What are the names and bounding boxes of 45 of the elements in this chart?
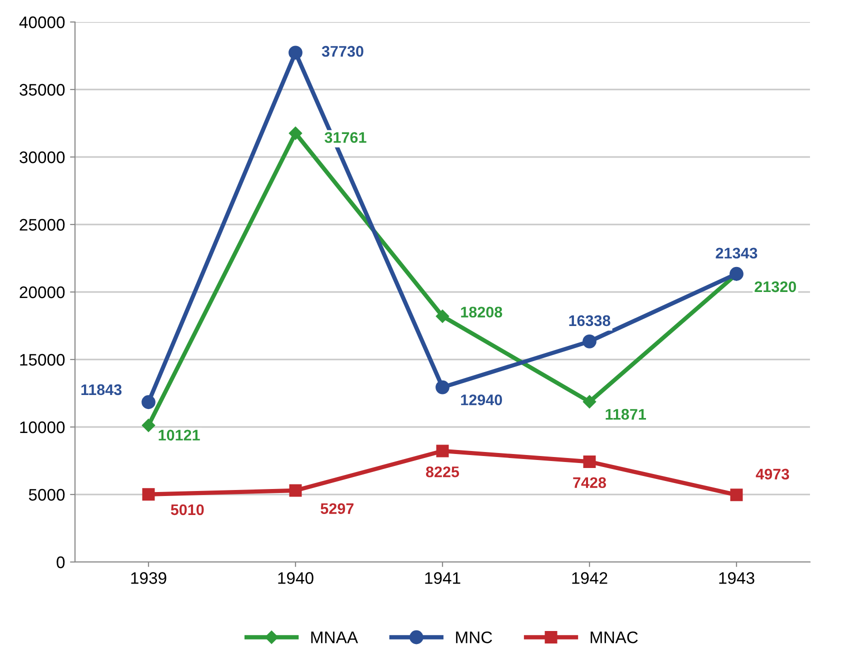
x-tick-label: 1941 — [425, 572, 460, 584]
point — [288, 126, 302, 140]
legend-label: MNC — [456, 631, 492, 644]
y-tick-label: 5000 — [28, 488, 65, 501]
data-label: 37730 — [322, 46, 364, 57]
point — [582, 395, 596, 408]
y-tick-label: 35000 — [20, 84, 65, 96]
point — [583, 455, 596, 468]
y-tick-label: 40000 — [19, 16, 65, 28]
point — [436, 380, 450, 394]
point — [142, 488, 155, 501]
point — [142, 395, 156, 410]
point — [582, 334, 596, 348]
data-label: 4973 — [756, 468, 790, 480]
legend-label: MNAA — [311, 632, 358, 644]
point — [288, 46, 302, 60]
y-tick-label: 20000 — [20, 286, 65, 298]
data-label: 5297 — [320, 503, 354, 514]
data-label: 21343 — [716, 248, 758, 259]
x-tick-label: 1943 — [719, 572, 754, 584]
data-label: 18208 — [461, 306, 502, 318]
point — [289, 484, 302, 497]
y-tick-label: 30000 — [20, 151, 65, 164]
data-label: 7428 — [573, 477, 606, 488]
point — [436, 310, 450, 323]
data-label: 16338 — [569, 315, 610, 326]
data-label: 8225 — [426, 466, 460, 478]
x-tick-label: 1939 — [131, 572, 166, 584]
data-label: 12940 — [461, 394, 502, 406]
point — [142, 418, 156, 432]
x-tick-label: 1940 — [278, 572, 314, 584]
y-tick-label: 0 — [56, 556, 65, 568]
data-label: 10121 — [158, 430, 200, 441]
data-label: 11843 — [81, 384, 122, 396]
data-label: 11871 — [606, 408, 646, 420]
x-tick-label: 1942 — [572, 572, 608, 584]
data-label: 21320 — [754, 281, 796, 292]
point — [730, 488, 743, 502]
point — [436, 444, 449, 458]
legend-label: MNAC — [590, 631, 638, 644]
data-label: 5010 — [170, 504, 204, 516]
y-tick-label: 25000 — [20, 218, 65, 231]
data-label: 31761 — [324, 132, 366, 143]
y-tick-label: 10000 — [20, 421, 65, 434]
y-tick-label: 15000 — [20, 354, 65, 366]
